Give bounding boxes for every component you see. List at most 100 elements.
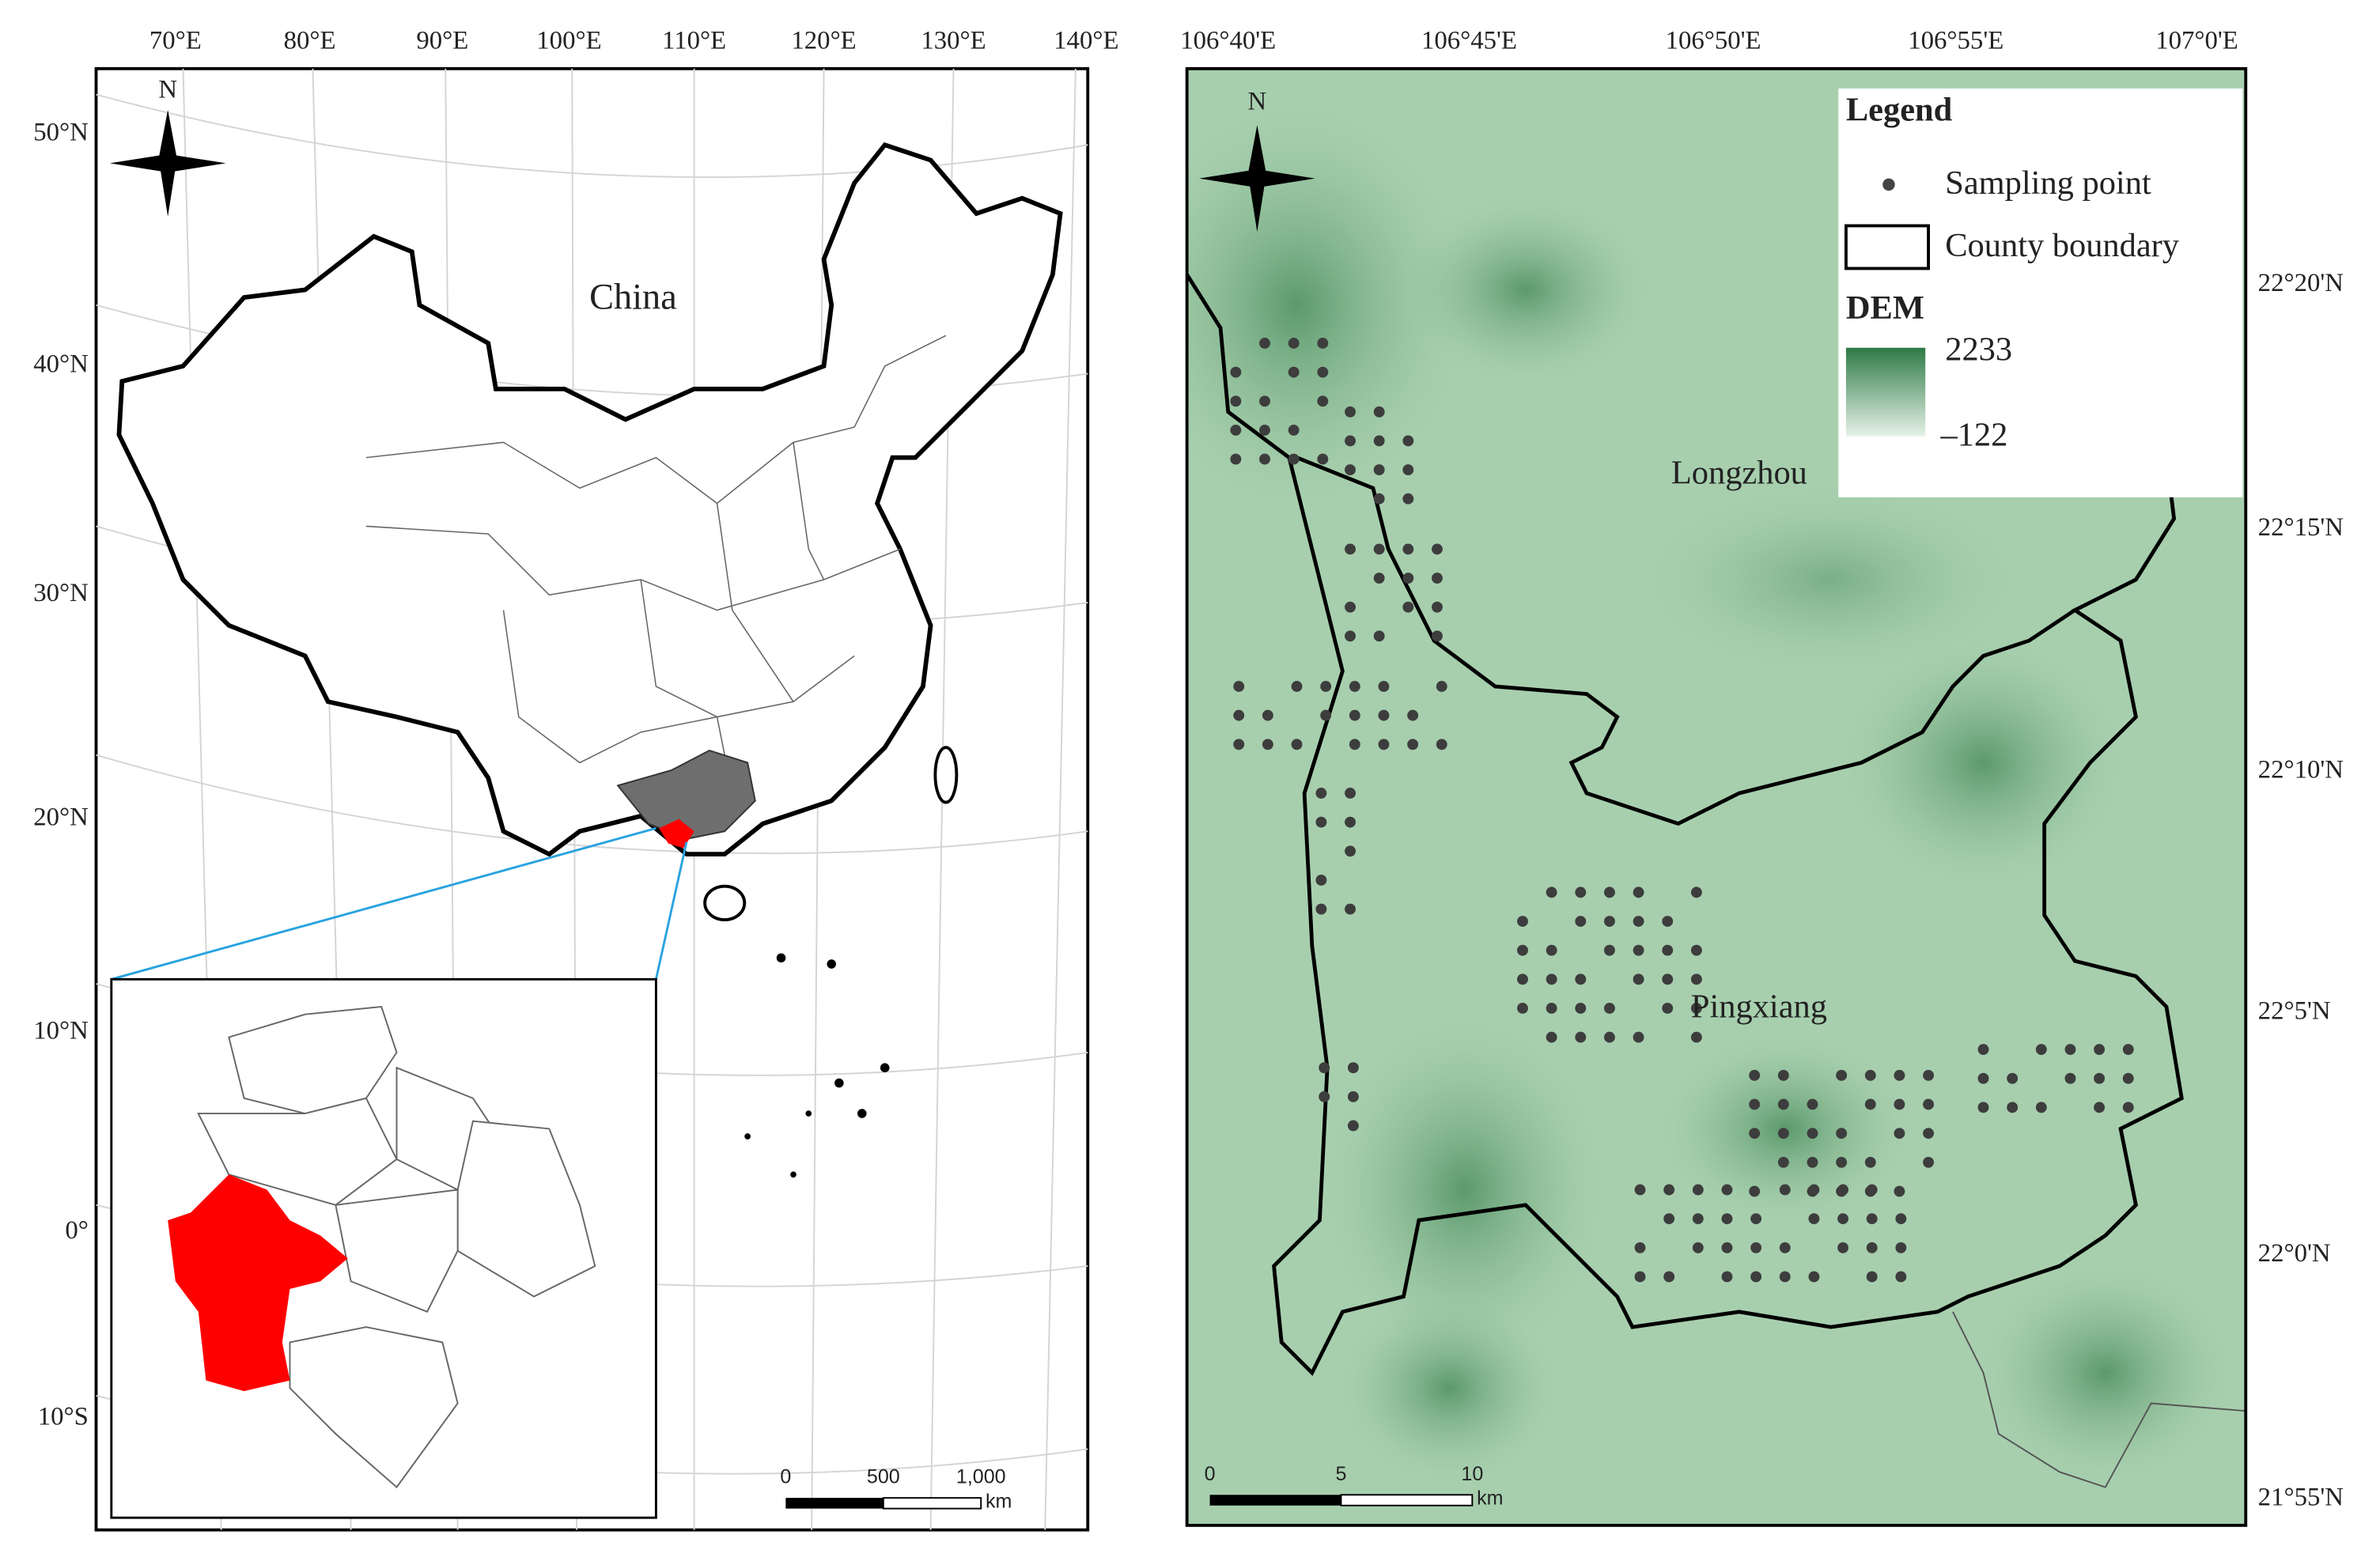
sampling-point bbox=[1895, 1242, 1907, 1253]
sampling-point bbox=[1378, 709, 1390, 721]
scale-label: km bbox=[986, 1491, 1012, 1513]
sampling-point bbox=[1315, 875, 1327, 886]
sampling-point bbox=[2007, 1102, 2019, 1113]
sampling-point bbox=[1262, 709, 1273, 721]
islands bbox=[744, 953, 890, 1178]
lat-label: 10°N bbox=[33, 1016, 89, 1045]
sampling-point bbox=[1407, 709, 1419, 721]
inset-study-area bbox=[168, 1174, 348, 1392]
sampling-point bbox=[1866, 1184, 1878, 1196]
right-map-frame bbox=[1185, 66, 2248, 1527]
north-label: N bbox=[158, 75, 177, 104]
sampling-point bbox=[1436, 739, 1447, 750]
sampling-point bbox=[1230, 395, 1242, 407]
sampling-point bbox=[1749, 1069, 1761, 1081]
sampling-point bbox=[1317, 395, 1329, 407]
sampling-point bbox=[1373, 435, 1385, 447]
sampling-point bbox=[1233, 739, 1245, 750]
sampling-point bbox=[1864, 1069, 1876, 1081]
country-label: China bbox=[589, 278, 677, 318]
lon-label: 106°40'E bbox=[1180, 27, 1276, 55]
sampling-point bbox=[1373, 543, 1385, 555]
sampling-point bbox=[1923, 1128, 1935, 1140]
sampling-point bbox=[2094, 1072, 2106, 1084]
lon-label: 110°E bbox=[662, 27, 726, 55]
sampling-point bbox=[2035, 1044, 2047, 1055]
sampling-point bbox=[1349, 709, 1360, 721]
sampling-point bbox=[1603, 944, 1615, 956]
sampling-point bbox=[1402, 464, 1414, 476]
sampling-point bbox=[1432, 601, 1443, 613]
sampling-point bbox=[1749, 1185, 1761, 1197]
sampling-point bbox=[1837, 1213, 1848, 1225]
sampling-point bbox=[1546, 973, 1557, 985]
sampling-point bbox=[1750, 1213, 1762, 1225]
sampling-point bbox=[1721, 1271, 1733, 1283]
sampling-point bbox=[1864, 1156, 1876, 1168]
sampling-point bbox=[1345, 435, 1356, 447]
sampling-point bbox=[1373, 493, 1385, 505]
sampling-point bbox=[1690, 1003, 1702, 1014]
sampling-point bbox=[1777, 1128, 1789, 1140]
sampling-point bbox=[1432, 543, 1443, 555]
sampling-point bbox=[1633, 973, 1644, 985]
sampling-point bbox=[1864, 1098, 1876, 1110]
sampling-point bbox=[1808, 1271, 1820, 1283]
scale-label: 10 bbox=[1461, 1463, 1483, 1485]
sampling-point bbox=[2122, 1044, 2134, 1055]
sampling-point bbox=[1317, 453, 1329, 465]
sampling-point bbox=[1690, 1031, 1702, 1043]
sampling-point bbox=[1633, 916, 1644, 927]
lon-label: 80°E bbox=[284, 27, 336, 55]
dem-min: –122 bbox=[1939, 416, 2007, 453]
sampling-point bbox=[1663, 1184, 1675, 1196]
scale-label: 500 bbox=[867, 1466, 900, 1488]
sampling-point bbox=[1603, 1031, 1615, 1043]
sampling-point bbox=[1288, 338, 1300, 349]
sampling-point bbox=[1230, 424, 1242, 436]
lon-label: 106°55'E bbox=[1908, 27, 2004, 55]
sampling-point bbox=[1288, 366, 1300, 378]
sampling-point bbox=[1808, 1184, 1820, 1196]
sampling-point bbox=[1345, 464, 1356, 476]
lon-label: 140°E bbox=[1054, 27, 1118, 55]
sampling-point bbox=[1894, 1185, 1905, 1197]
lon-label: 120°E bbox=[791, 27, 856, 55]
sampling-point bbox=[1259, 338, 1270, 349]
sampling-point bbox=[1315, 788, 1327, 799]
sampling-point bbox=[1546, 886, 1557, 898]
sampling-point bbox=[2035, 1102, 2047, 1113]
lat-label: 30°N bbox=[33, 579, 89, 607]
sampling-point bbox=[1345, 845, 1356, 857]
scale-label: 5 bbox=[1335, 1463, 1346, 1485]
sampling-point bbox=[1259, 453, 1270, 465]
sampling-point bbox=[1402, 573, 1414, 584]
sampling-point bbox=[1373, 630, 1385, 642]
sampling-point bbox=[1517, 973, 1528, 985]
sampling-point bbox=[1345, 601, 1356, 613]
inset-counties bbox=[197, 1006, 596, 1489]
lat-label: 22°20'N bbox=[2258, 269, 2344, 297]
graticule-labels: 70°E 80°E 90°E 100°E 110°E 120°E 130°E 140°E50°… bbox=[33, 27, 2344, 1513]
sampling-point bbox=[1749, 1098, 1761, 1110]
boundary-line bbox=[1952, 1311, 2246, 1488]
lat-label: 50°N bbox=[33, 118, 89, 146]
sampling-point bbox=[1634, 1242, 1646, 1253]
study-area bbox=[659, 818, 694, 849]
sampling-point bbox=[1319, 1091, 1330, 1102]
sampling-point bbox=[1291, 681, 1303, 692]
sampling-point bbox=[2064, 1072, 2076, 1084]
sampling-point bbox=[1836, 1156, 1848, 1168]
sampling-point bbox=[1603, 1003, 1615, 1014]
sampling-point bbox=[1807, 1098, 1818, 1110]
sampling-point bbox=[1345, 406, 1356, 418]
sampling-point bbox=[2064, 1044, 2076, 1055]
sampling-point bbox=[1230, 366, 1242, 378]
legend-item: County boundary bbox=[1945, 227, 2180, 264]
sampling-point bbox=[1347, 1091, 1359, 1102]
sampling-point bbox=[1432, 630, 1443, 642]
scale-label: km bbox=[1477, 1488, 1503, 1510]
sampling-point bbox=[1517, 916, 1528, 927]
legend: Legend Sampling point County boundary DE… bbox=[1838, 88, 2243, 497]
taiwan bbox=[933, 746, 959, 804]
